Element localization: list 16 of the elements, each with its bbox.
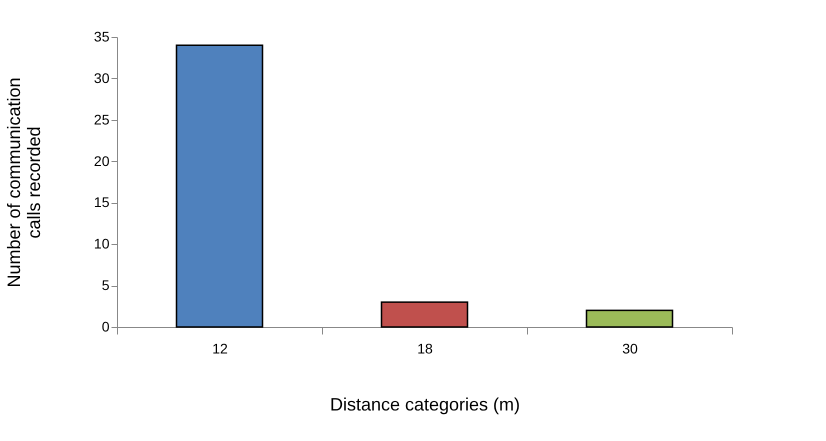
x-axis-title: Distance categories (m) xyxy=(330,394,520,414)
y-axis-title: Number of communication calls recorded xyxy=(4,77,44,288)
y-tick-label: 0 xyxy=(102,318,110,334)
bar xyxy=(176,44,264,328)
y-tick-label: 25 xyxy=(94,111,110,128)
y-tick-label: 5 xyxy=(102,277,110,294)
y-tick-label: 30 xyxy=(94,70,110,86)
x-tick-label: 18 xyxy=(417,340,433,356)
y-tick-label: 20 xyxy=(94,152,110,169)
bar xyxy=(380,301,468,328)
x-tick-label: 30 xyxy=(622,340,638,356)
x-tick-label: 12 xyxy=(212,340,228,356)
bar xyxy=(586,310,674,328)
y-tick-label: 35 xyxy=(94,28,110,44)
y-tick-label: 10 xyxy=(94,236,110,252)
y-tick-label: 15 xyxy=(94,194,110,210)
